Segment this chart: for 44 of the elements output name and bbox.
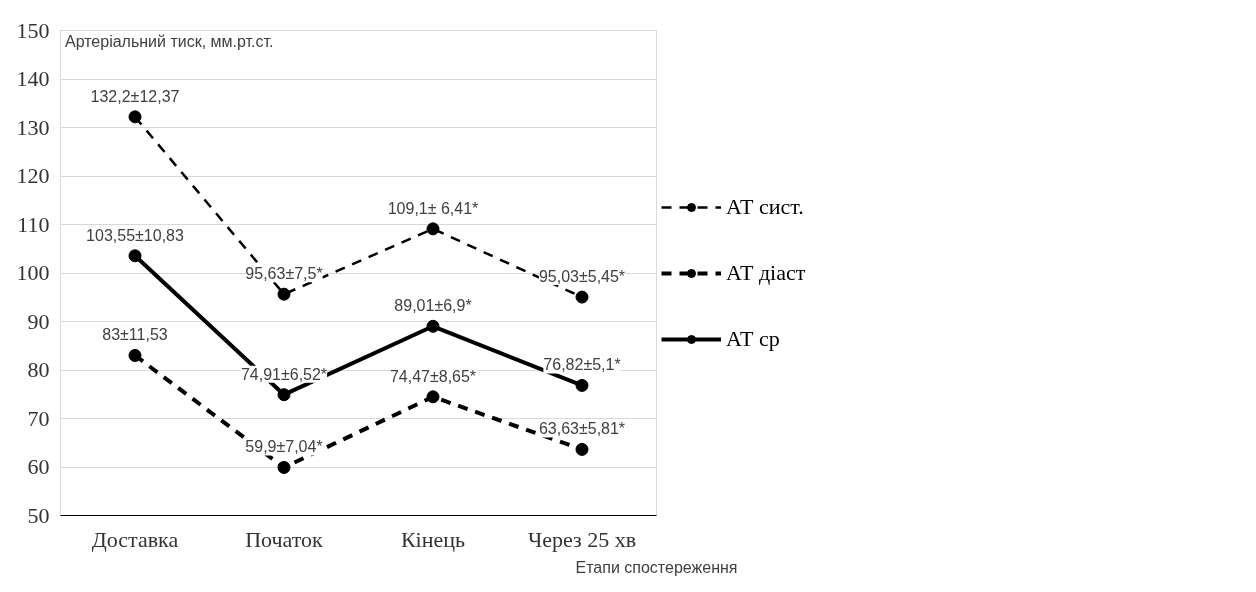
data-label: 76,82±5,1* [543,356,621,374]
y-tick-label: 120 [16,163,50,188]
data-label: 83±11,53 [102,326,168,344]
point [575,290,589,304]
point [426,319,440,333]
y-tick-label: 90 [27,308,50,334]
y-tick-label: 60 [27,454,50,479]
y-tick-label: 110 [17,211,50,237]
data-label: 95,03±5,45* [538,268,626,286]
point [277,461,291,474]
data-label: 109,1± 6,41* [387,199,479,217]
point [128,348,142,362]
y-tick-label: 140 [16,66,50,91]
y-axis-title: Артеріальний тиск, мм.рт.ст. [64,32,274,50]
y-tick-label: 70 [27,405,50,431]
point [426,222,440,236]
y-tick-label: 150 [16,17,50,43]
point [128,249,142,263]
legend-label: АТ ср [726,325,780,352]
point [575,378,589,392]
data-label: 74,47±8,65* [389,367,477,385]
point [277,388,291,402]
x-tick-label: Через 25 хв [527,526,637,552]
y-tick-label: 80 [27,357,50,382]
y-tick-label: 130 [16,114,50,140]
x-tick-label: Кінець [400,526,466,552]
legend-label: АТ діаст [726,259,806,286]
x-tick-label: Доставка [91,526,179,552]
x-tick-label: Початок [245,526,324,552]
data-label: 132,2±12,37 [90,87,180,105]
y-tick-label: 100 [16,260,50,285]
legend-label: АТ сист. [726,193,804,220]
point [128,110,142,124]
point [575,442,589,456]
data-label: 59,9±7,04* [245,438,323,456]
data-label: 103,55±10,83 [86,226,184,244]
data-label: 74,91±6,52* [240,365,328,383]
point [426,390,440,404]
x-axis-title: Етапи спостереження [575,558,738,576]
point [277,287,291,301]
data-label: 95,63±7,5* [245,265,323,283]
y-tick-label: 50 [27,502,50,528]
data-label: 89,01±6,9* [394,297,472,315]
data-label: 63,63±5,81* [538,420,626,438]
